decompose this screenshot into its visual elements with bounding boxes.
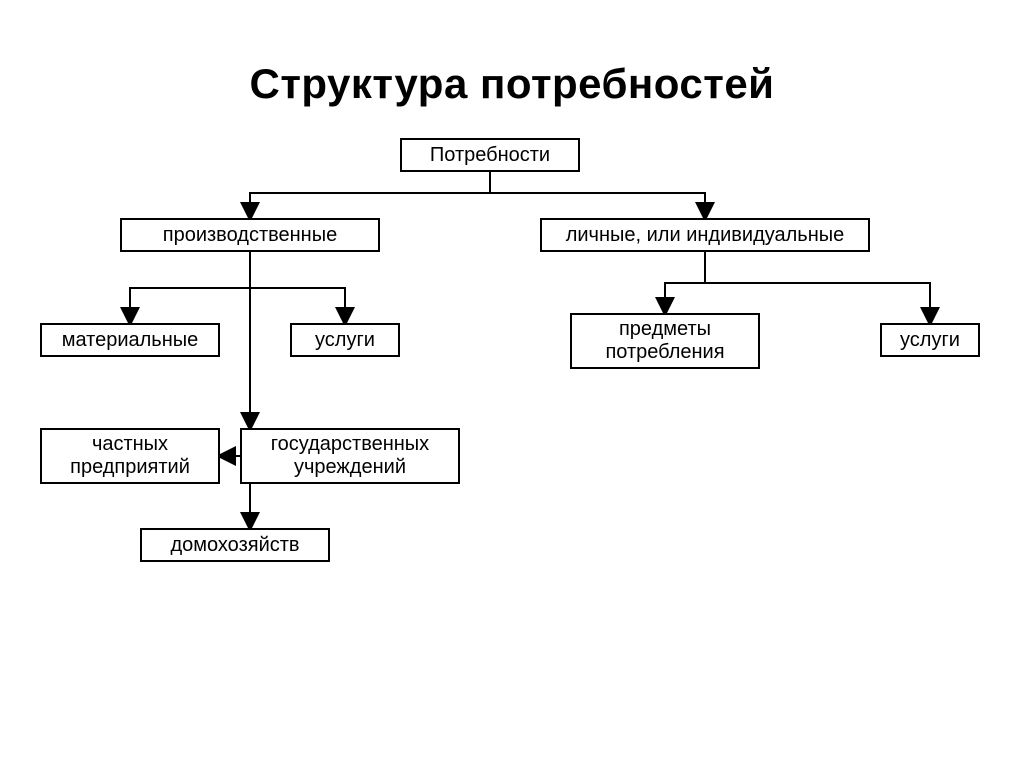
node-prod: производственные xyxy=(120,218,380,252)
node-root: Потребности xyxy=(400,138,580,172)
node-mat: материальные xyxy=(40,323,220,357)
page-title: Структура потребностей xyxy=(0,0,1024,108)
diagram-canvas: Потребности производственные личные, или и… xyxy=(0,108,1024,708)
edge-pers-cons xyxy=(665,252,705,313)
edge-root-prod xyxy=(250,172,490,218)
edge-prod-mat xyxy=(130,252,250,323)
node-serv2: услуги xyxy=(880,323,980,357)
node-priv: частных предприятий xyxy=(40,428,220,484)
diagram-edges xyxy=(0,108,1024,708)
node-hh: домохозяйств xyxy=(140,528,330,562)
node-pers: личные, или индивидуальные xyxy=(540,218,870,252)
node-serv1: услуги xyxy=(290,323,400,357)
edge-prod-serv1 xyxy=(250,252,345,323)
node-cons: предметы потребления xyxy=(570,313,760,369)
edge-root-pers xyxy=(490,172,705,218)
node-gov: государственных учреждений xyxy=(240,428,460,484)
